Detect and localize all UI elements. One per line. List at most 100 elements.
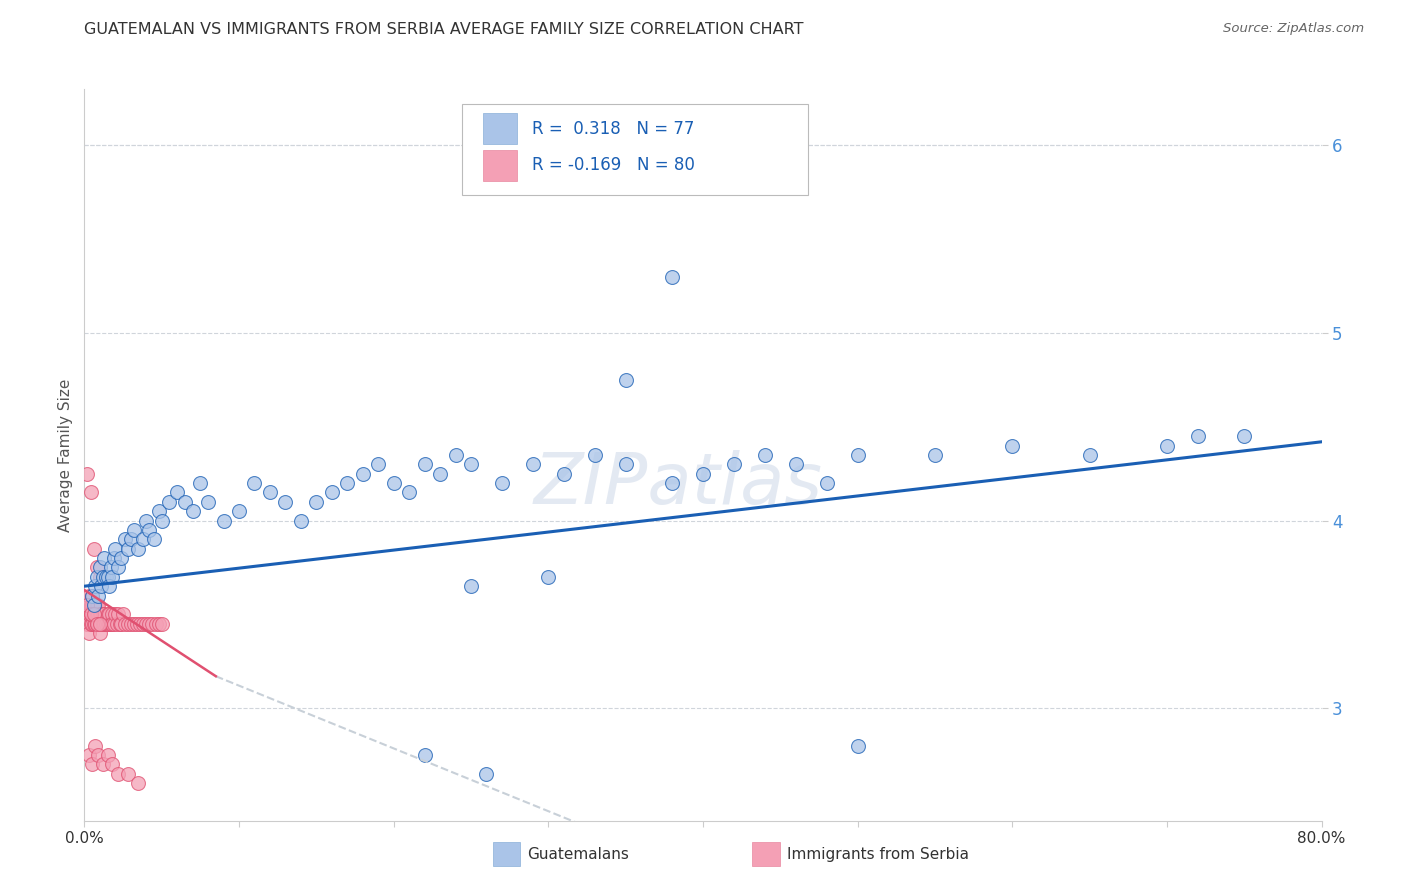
FancyBboxPatch shape [752,842,780,866]
Point [90,579,112,593]
Point [89,607,111,622]
Y-axis label: Average Family Size: Average Family Size [58,378,73,532]
Text: R = -0.169   N = 80: R = -0.169 N = 80 [533,156,695,174]
Point [197,495,219,509]
Point [112,607,135,622]
Point [143,533,166,547]
Point [132,533,155,547]
Point [148,616,170,631]
Point [89,616,111,631]
Point [101,607,124,622]
Text: Source: ZipAtlas.com: Source: ZipAtlas.com [1223,22,1364,36]
Point [86,598,108,612]
Point [120,533,142,547]
FancyBboxPatch shape [482,150,517,180]
Point [89,560,111,574]
Point [101,616,124,631]
Point [93,616,115,631]
Point [150,616,173,631]
Point [110,616,132,631]
Point [79,607,101,622]
Point [1078,448,1101,462]
Point [84,598,107,612]
Point [75,607,97,622]
Point [212,514,235,528]
Point [104,607,127,622]
Point [103,616,125,631]
Point [98,616,121,631]
Point [84,607,107,622]
Point [84,616,107,631]
Point [86,607,108,622]
Point [413,747,436,762]
Point [91,570,114,584]
Point [96,570,118,584]
FancyBboxPatch shape [482,113,517,144]
Point [76,598,98,612]
Point [89,570,111,584]
Point [444,448,467,462]
Point [661,476,683,491]
Point [83,607,105,622]
Point [382,476,405,491]
Point [87,598,110,612]
Point [107,607,129,622]
Point [82,757,104,772]
Point [101,757,124,772]
Point [141,616,163,631]
Point [522,458,544,472]
Point [181,504,204,518]
Point [94,616,117,631]
Point [429,467,451,481]
Point [692,467,714,481]
Point [86,570,108,584]
Point [259,485,281,500]
Point [83,616,105,631]
Point [79,598,101,612]
Point [79,607,101,622]
Point [77,747,100,762]
Point [120,616,142,631]
Text: Guatemalans: Guatemalans [527,847,628,862]
Point [86,560,108,574]
Point [96,607,118,622]
Point [122,523,145,537]
Point [117,766,139,780]
Point [91,616,114,631]
Point [413,458,436,472]
Point [754,448,776,462]
Point [108,616,131,631]
Point [89,626,111,640]
Point [336,476,359,491]
Point [89,616,111,631]
Point [94,570,117,584]
Point [1187,429,1209,443]
Point [103,551,125,566]
Point [91,757,114,772]
Point [83,607,105,622]
Point [475,766,498,780]
Point [290,514,312,528]
Point [321,485,343,500]
Point [84,739,107,753]
Point [83,598,105,612]
Point [174,495,197,509]
Point [114,616,136,631]
Point [583,448,606,462]
Point [132,616,155,631]
Point [77,626,100,640]
Point [82,589,104,603]
Point [398,485,420,500]
Point [159,495,180,509]
Point [846,739,869,753]
Point [84,579,107,593]
Point [815,476,838,491]
Point [274,495,297,509]
Point [135,514,157,528]
Point [127,776,149,790]
Text: GUATEMALAN VS IMMIGRANTS FROM SERBIA AVERAGE FAMILY SIZE CORRELATION CHART: GUATEMALAN VS IMMIGRANTS FROM SERBIA AVE… [84,22,804,37]
Point [228,504,250,518]
Point [243,476,266,491]
Point [150,514,173,528]
Point [93,551,115,566]
